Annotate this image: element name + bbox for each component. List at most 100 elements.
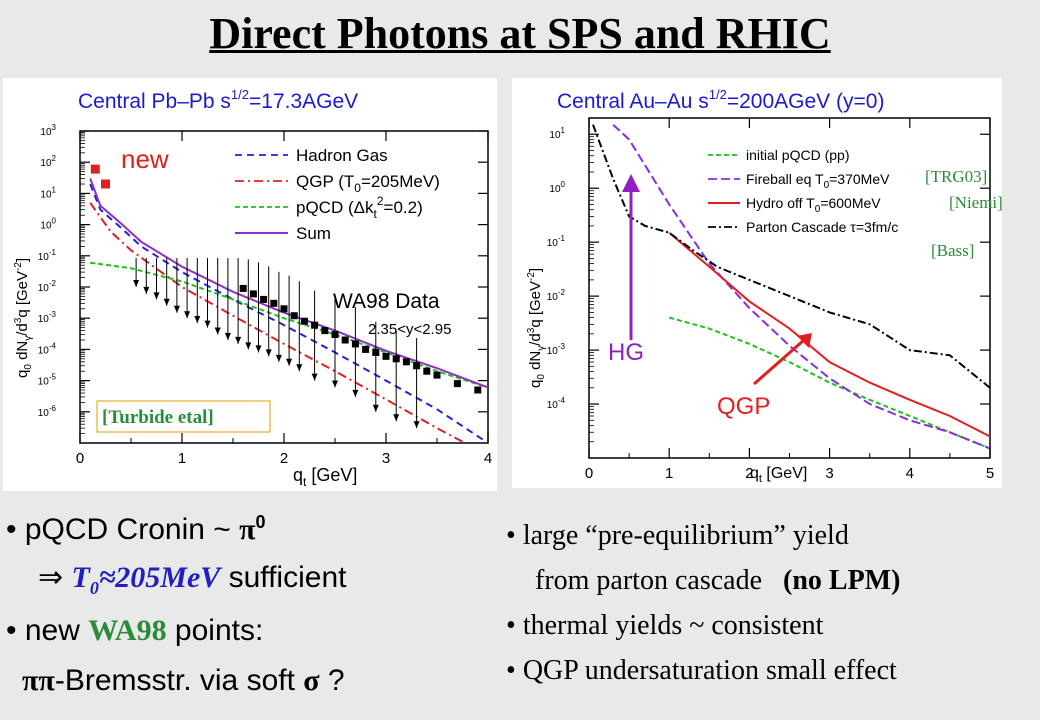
wa98-data-point	[392, 355, 400, 363]
x-tick-label: 2	[745, 465, 753, 482]
bullet-bremsstrahlung: ππ-Bremsstr. via soft σ ?	[22, 664, 345, 698]
upper-limit-arrow	[133, 280, 140, 287]
new-data-point	[90, 164, 100, 174]
wa98-data-point	[239, 284, 247, 292]
upper-limit-arrow	[255, 345, 262, 353]
label-wa98-data: WA98 Data	[333, 290, 440, 313]
y-tick-label: 101	[40, 185, 56, 200]
qgp-arrow-head	[797, 333, 812, 348]
y-tick-label: 10-4	[547, 396, 566, 411]
bullet-qgp-undersaturation: • QGP undersaturation small effect	[506, 655, 897, 687]
upper-limit-arrow	[413, 421, 420, 429]
subscript: 0	[89, 578, 99, 598]
chart-title: Central Au–Au s1/2=200AGeV (y=0)	[557, 87, 884, 113]
page-title: Direct Photons at SPS and RHIC	[209, 9, 831, 58]
bullet-text: thermal yields ~ consistent	[522, 610, 824, 641]
wa98-data-point	[249, 290, 257, 298]
bullet-text: from parton cascade	[535, 565, 783, 596]
upper-limit-arrow	[372, 404, 379, 412]
wa98-data-point	[474, 386, 482, 394]
wa98-data-point	[311, 321, 319, 329]
legend-label-hadron-gas: Hadron Gas	[296, 146, 388, 165]
wa98-data-point	[341, 336, 349, 344]
legend-label-hydro: Hydro off T0=600MeV	[746, 195, 881, 215]
x-tick-label: 4	[906, 465, 914, 482]
temperature-value: ≈205MeV	[98, 561, 221, 594]
y-tick-label: 100	[40, 217, 56, 232]
wa98-data-point	[453, 380, 461, 388]
wa98-data-point	[260, 295, 268, 303]
bullet-text: large “pre-equilibrium” yield	[522, 520, 849, 551]
reference-turbide: [Turbide etal]	[102, 407, 214, 428]
upper-limit-arrow	[245, 342, 252, 350]
y-tick-label: 10-6	[38, 404, 57, 419]
reference-box	[96, 400, 271, 433]
upper-limit-arrow	[224, 333, 231, 341]
pi-symbol: π	[239, 513, 256, 546]
upper-limit-arrow	[265, 349, 272, 357]
y-tick-label: 10-1	[547, 234, 566, 249]
bullet-text: sufficient	[220, 561, 347, 594]
bullet-dot: •	[506, 655, 516, 686]
upper-limit-arrow	[332, 380, 338, 388]
label-qgp: QGP	[717, 393, 770, 420]
x-axis-label: qt [GeV]	[750, 465, 807, 485]
label-hg: HG	[608, 339, 644, 366]
bullet-parton-cascade: from parton cascade (no LPM)	[535, 565, 900, 597]
legend-label-pqcd: pQCD (Δkt2=0.2)	[296, 194, 423, 221]
bullet-text: new	[24, 614, 89, 647]
wa98-data-point	[413, 362, 421, 370]
series-line-fireball-eq-t-0-370mev	[612, 123, 990, 450]
x-tick-label: 1	[665, 465, 673, 482]
upper-limit-arrow	[204, 320, 211, 328]
upper-limit-arrow	[296, 364, 303, 372]
upper-limit-arrow	[143, 286, 150, 294]
ref-trg03: [TRG03]	[925, 167, 987, 186]
label-rapidity-range: 2.35<y<2.95	[368, 321, 451, 338]
bullet-dot: •	[6, 614, 17, 647]
upper-limit-arrow	[352, 389, 359, 397]
x-tick-label: 3	[825, 465, 833, 482]
bullet-dot: •	[506, 520, 516, 551]
y-tick-label: 10-2	[547, 288, 566, 303]
bullet-t0-sufficient: ⇒ T0≈205MeV sufficient	[38, 560, 346, 599]
chart-left-pbpb: Central Pb–Pb s1/2=17.3AGeV 0 1 2 3 4 103 102 1…	[3, 78, 497, 491]
legend: Hadron Gas QGP (T0=205MeV) pQCD (Δkt2=0.…	[235, 146, 440, 243]
chart-title: Central Pb–Pb s1/2=17.3AGeV	[78, 87, 358, 113]
x-tick-label: 5	[986, 465, 994, 482]
upper-limit-arrow	[311, 373, 318, 381]
wa98-data-point	[423, 367, 431, 375]
x-tick-label: 1	[178, 450, 186, 467]
x-tick-label: 0	[76, 450, 84, 467]
series-line-initial-pqcd-pp	[668, 316, 990, 450]
upper-limit-arrow	[173, 305, 180, 313]
wa98-data-point	[362, 345, 370, 353]
bullet-text: ?	[319, 664, 345, 697]
legend-label-qgp: QGP (T0=205MeV)	[296, 172, 440, 195]
x-tick-label: 3	[382, 450, 390, 467]
x-tick-label: 0	[585, 465, 593, 482]
wa98-data-point	[351, 340, 359, 348]
legend-label-parton-cascade: Parton Cascade τ=3fm/c	[746, 219, 898, 235]
y-tick-label: 100	[549, 180, 565, 195]
upper-limit-arrow	[275, 354, 282, 362]
y-tick-label: 10-3	[38, 310, 57, 325]
superscript: 0	[255, 512, 266, 532]
implies-arrow: ⇒	[38, 561, 72, 594]
legend-label-initial-pqcd: initial pQCD (pp)	[746, 147, 849, 163]
series-line-sum	[89, 178, 488, 389]
y-tick-label: 10-3	[547, 342, 566, 357]
x-axis-label: qt [GeV]	[293, 465, 357, 489]
legend: initial pQCD (pp) Fireball eq T0=370MeV …	[708, 147, 898, 235]
no-lpm-note: (no LPM)	[783, 565, 901, 596]
legend-label-fireball: Fireball eq T0=370MeV	[746, 171, 890, 191]
bullet-dot: •	[506, 610, 516, 641]
t-symbol: T	[71, 561, 90, 594]
bullet-new-wa98: • new WA98 points:	[6, 614, 263, 648]
upper-limit-arrow	[393, 414, 400, 422]
new-data-point	[101, 179, 110, 189]
wa98-data-point	[270, 299, 278, 307]
hg-arrow-head	[622, 174, 640, 192]
y-tick-label: 10-1	[38, 248, 57, 263]
wa98-data-point	[331, 331, 339, 339]
